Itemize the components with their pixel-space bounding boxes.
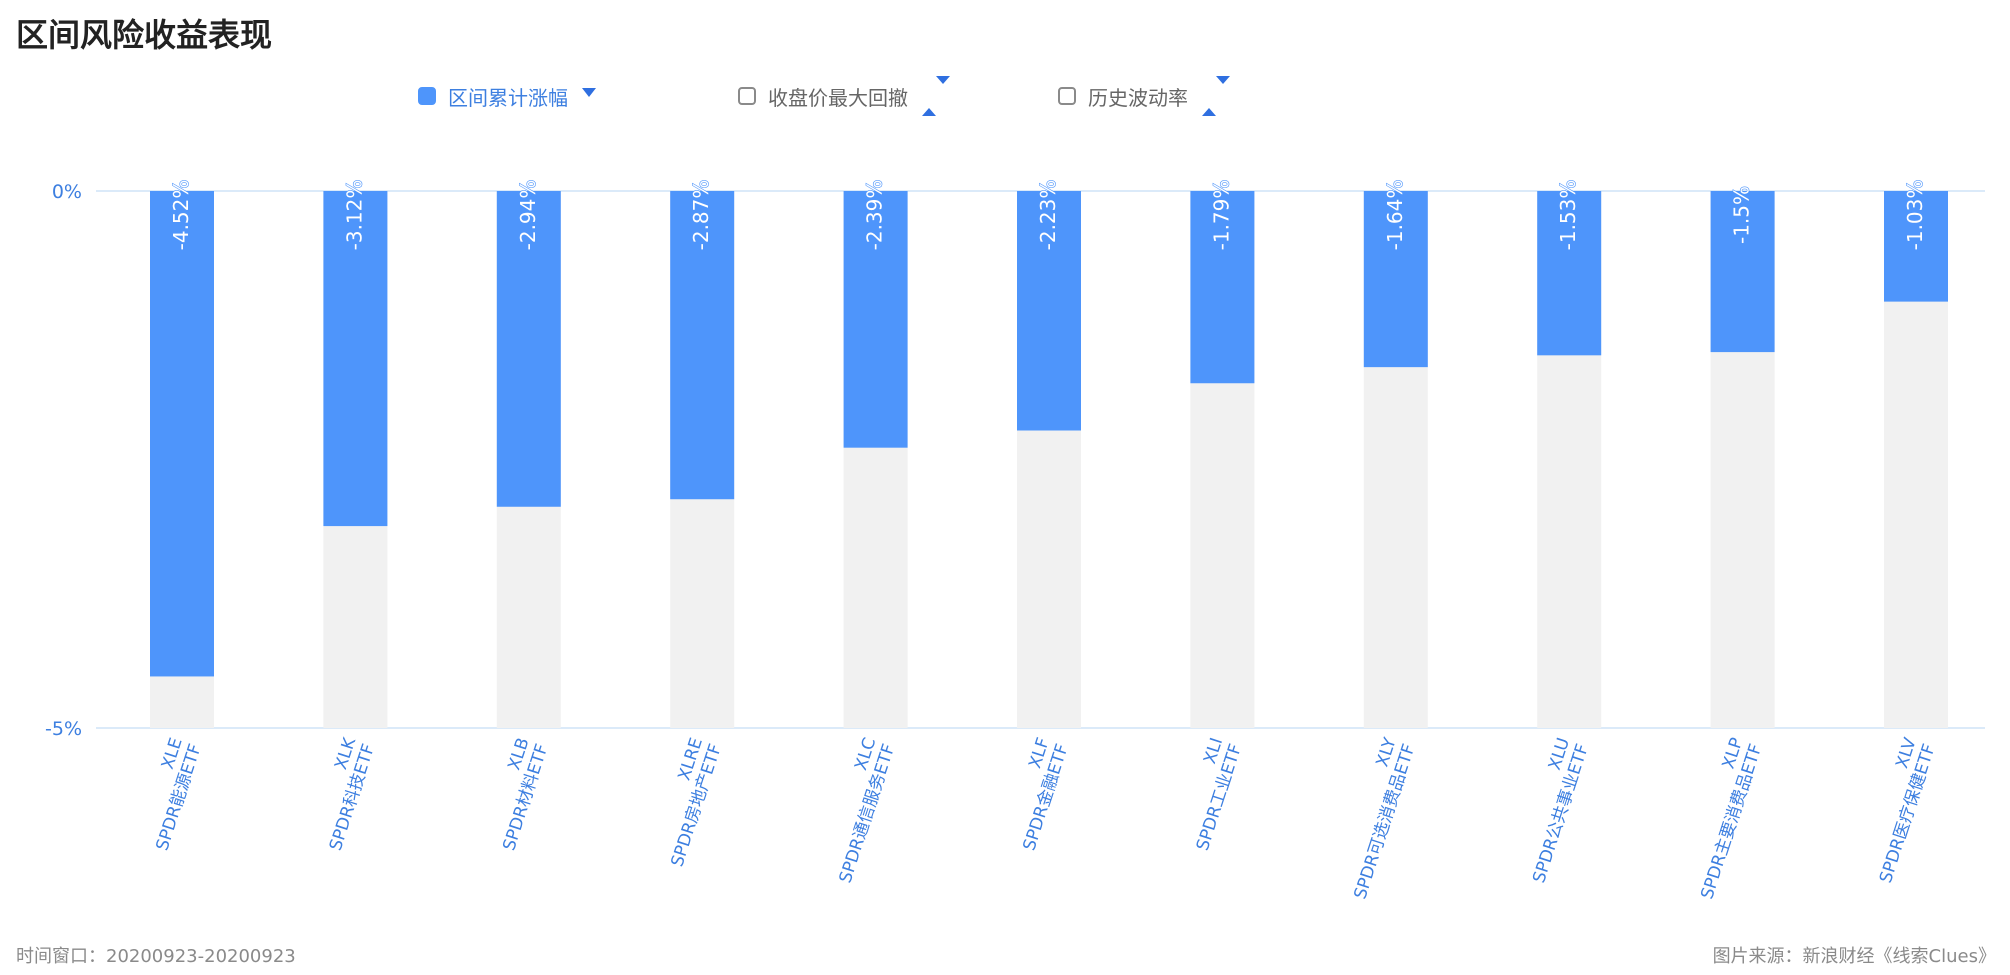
legend-item-cumulative-return[interactable]: 区间累计涨幅 [418,80,596,112]
bar-value-label: -2.87% [689,180,713,251]
checkbox-checked-icon[interactable] [418,87,436,105]
bar [150,191,214,677]
page-title: 区间风险收益表现 [16,16,273,54]
bar [843,191,908,448]
bar-value-label: -1.5% [1730,186,1754,244]
checkbox-icon[interactable] [1058,87,1076,105]
checkbox-icon[interactable] [738,87,756,105]
bar-value-label: -2.94% [516,180,540,251]
bar-value-label: -1.53% [1556,180,1580,251]
bar [1363,191,1428,368]
dropdown-arrow-icon[interactable] [582,87,596,97]
legend-label: 历史波动率 [1088,85,1188,110]
bar [1537,191,1602,356]
bar-value-label: -3.12% [342,180,366,251]
legend-label: 区间累计涨幅 [448,85,568,110]
bar [323,191,388,527]
bar [496,191,561,507]
time-window-note: 时间窗口：20200923-20200923 [16,946,296,967]
bar [1190,191,1255,384]
bar-value-label: -1.03% [1903,180,1927,251]
source-note: 图片来源：新浪财经《线索Clues》 [1712,946,1996,967]
legend-label: 收盘价最大回撤 [768,85,908,110]
legend-item-volatility[interactable]: 历史波动率 [1058,76,1230,116]
bar [1017,191,1081,431]
y-tick-label: -5% [45,718,82,740]
bar-value-label: -4.52% [169,180,193,251]
bar [670,191,735,500]
bar-value-label: -1.79% [1209,180,1233,251]
legend-item-max-drawdown[interactable]: 收盘价最大回撤 [738,76,950,116]
bar-value-label: -2.23% [1036,180,1060,251]
y-tick-label: 0% [52,181,82,203]
bar-value-label: -1.64% [1383,180,1407,251]
bar [1884,191,1948,302]
bar-value-label: -2.39% [863,180,887,251]
bar [1710,191,1775,353]
